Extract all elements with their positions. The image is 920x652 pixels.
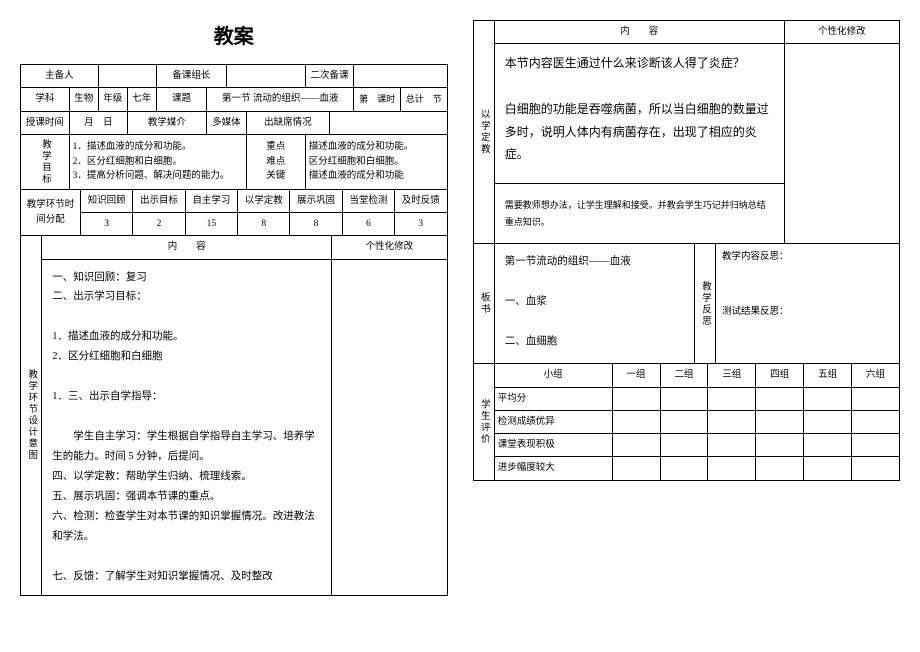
time-5: 6	[342, 213, 394, 236]
reflect2: 测试结果反思：	[722, 305, 893, 319]
time-0: 3	[81, 213, 133, 236]
val-grade: 七年	[127, 88, 156, 111]
label-teach-time: 授课时间	[21, 111, 70, 134]
label-topic: 课题	[156, 88, 206, 111]
reflect-side: 教学反思	[694, 244, 715, 364]
time-1: 2	[133, 213, 185, 236]
label-subject: 学科	[21, 88, 70, 111]
board-table: 板书 第一节流动的组织——血液 一、血浆 二、血细胞 教学反思 教学内容反思： …	[473, 243, 901, 364]
p2-body: 本节内容医生通过什么来诊断该人得了炎症？ 白细胞的功能是吞噬病菌，所以当白细胞的…	[494, 44, 784, 184]
phase-6: 及时反馈	[395, 189, 447, 212]
eval-r4: 进步幅度较大	[494, 457, 612, 480]
label-design: 教学环节设计意图	[21, 236, 42, 595]
label-phase: 教学环节时间分配	[21, 189, 81, 236]
mod-body	[332, 259, 447, 595]
label-period: 第 课时	[354, 88, 401, 111]
val-key: 描述血液的成分和功能。 区分红细胞和白细胞。 描述血液的成分和功能	[305, 134, 447, 189]
phase-4: 展示巩固	[290, 189, 342, 212]
g5: 六组	[852, 364, 900, 387]
eval-r3: 课堂表现积极	[494, 434, 612, 457]
val-topic: 第一节 流动的组织——血液	[207, 88, 354, 111]
time-6: 3	[395, 213, 447, 236]
p2-mod-label: 个性化修改	[784, 21, 899, 44]
eval-r2: 检测成绩优异	[494, 410, 612, 433]
val-goals: 1．描述血液的成分和功能。 2．区分红细胞和白细胞。 3．提高分析问题、解决问题…	[69, 134, 246, 189]
phase-3: 以学定教	[238, 189, 290, 212]
eval-r1: 平均分	[494, 387, 612, 410]
time-4: 8	[290, 213, 342, 236]
phase-5: 当堂检测	[342, 189, 394, 212]
g2: 三组	[708, 364, 756, 387]
p2-top-table: 以学定教 内 容 个性化修改 本节内容医生通过什么来诊断该人得了炎症？ 白细胞的…	[473, 20, 901, 244]
label-total: 总计 节	[400, 88, 447, 111]
reflect-body: 教学内容反思： 测试结果反思：	[716, 244, 900, 364]
time-3: 8	[238, 213, 290, 236]
time-2: 15	[185, 213, 237, 236]
g3: 四组	[756, 364, 804, 387]
header-table: 主备人 备课组长 二次备课 学科 生物 年级 七年 课题 第一节 流动的组织——…	[20, 64, 448, 190]
p2-content-label: 内 容	[494, 21, 784, 44]
content-table: 教学环节设计意图 内 容 个性化修改 一、知识回顾：复习 二、出示学习目标： 1…	[20, 235, 448, 595]
label-grade: 年级	[98, 88, 127, 111]
eval-table: 学生评价 小组 一组 二组 三组 四组 五组 六组 平均分 检测成绩优异 课堂表…	[473, 363, 901, 480]
phase-0: 知识回顾	[81, 189, 133, 212]
label-media: 教学媒介	[127, 111, 206, 134]
p2-note: 需要教师想办法，让学生理解和接受。并教会学生巧记并归纳总结重点知识。	[494, 184, 784, 244]
val-second-prep	[354, 65, 447, 88]
label-mod: 个性化修改	[332, 236, 447, 259]
board-body: 第一节流动的组织——血液 一、血浆 二、血细胞	[494, 244, 694, 364]
g4: 五组	[804, 364, 852, 387]
val-media: 多媒体	[207, 111, 247, 134]
val-subject: 生物	[69, 88, 98, 111]
content-body: 一、知识回顾：复习 二、出示学习目标： 1．描述血液的成分和功能。 2．区分红细…	[42, 259, 332, 595]
eval-r0: 小组	[494, 364, 612, 387]
board-side: 板书	[473, 244, 494, 364]
eval-side: 学生评价	[473, 364, 494, 480]
val-main-prep	[98, 65, 156, 88]
g1: 二组	[660, 364, 708, 387]
phase-table: 教学环节时间分配 知识回顾 出示目标 自主学习 以学定教 展示巩固 当堂检测 及…	[20, 189, 448, 237]
reflect1: 教学内容反思：	[722, 250, 893, 264]
page-right: 以学定教 内 容 个性化修改 本节内容医生通过什么来诊断该人得了炎症？ 白细胞的…	[473, 20, 901, 596]
val-absent	[330, 111, 447, 134]
label-prep-leader: 备课组长	[156, 65, 226, 88]
phase-1: 出示目标	[133, 189, 185, 212]
label-second-prep: 二次备课	[305, 65, 354, 88]
phase-2: 自主学习	[185, 189, 237, 212]
label-content: 内 容	[42, 236, 332, 259]
p2-mod-body	[784, 44, 899, 244]
label-key: 重点难点关键	[246, 134, 305, 189]
val-prep-leader	[226, 65, 305, 88]
val-teach-time: 月 日	[69, 111, 127, 134]
label-goals: 教学目标	[21, 134, 70, 189]
page-left: 教案 主备人 备课组长 二次备课 学科 生物 年级 七年 课题 第一节 流动的组…	[20, 20, 448, 596]
label-main-prep: 主备人	[21, 65, 99, 88]
p2-side-label: 以学定教	[473, 21, 494, 244]
doc-title: 教案	[20, 20, 448, 49]
label-absent: 出缺席情况	[246, 111, 329, 134]
g0: 一组	[612, 364, 660, 387]
